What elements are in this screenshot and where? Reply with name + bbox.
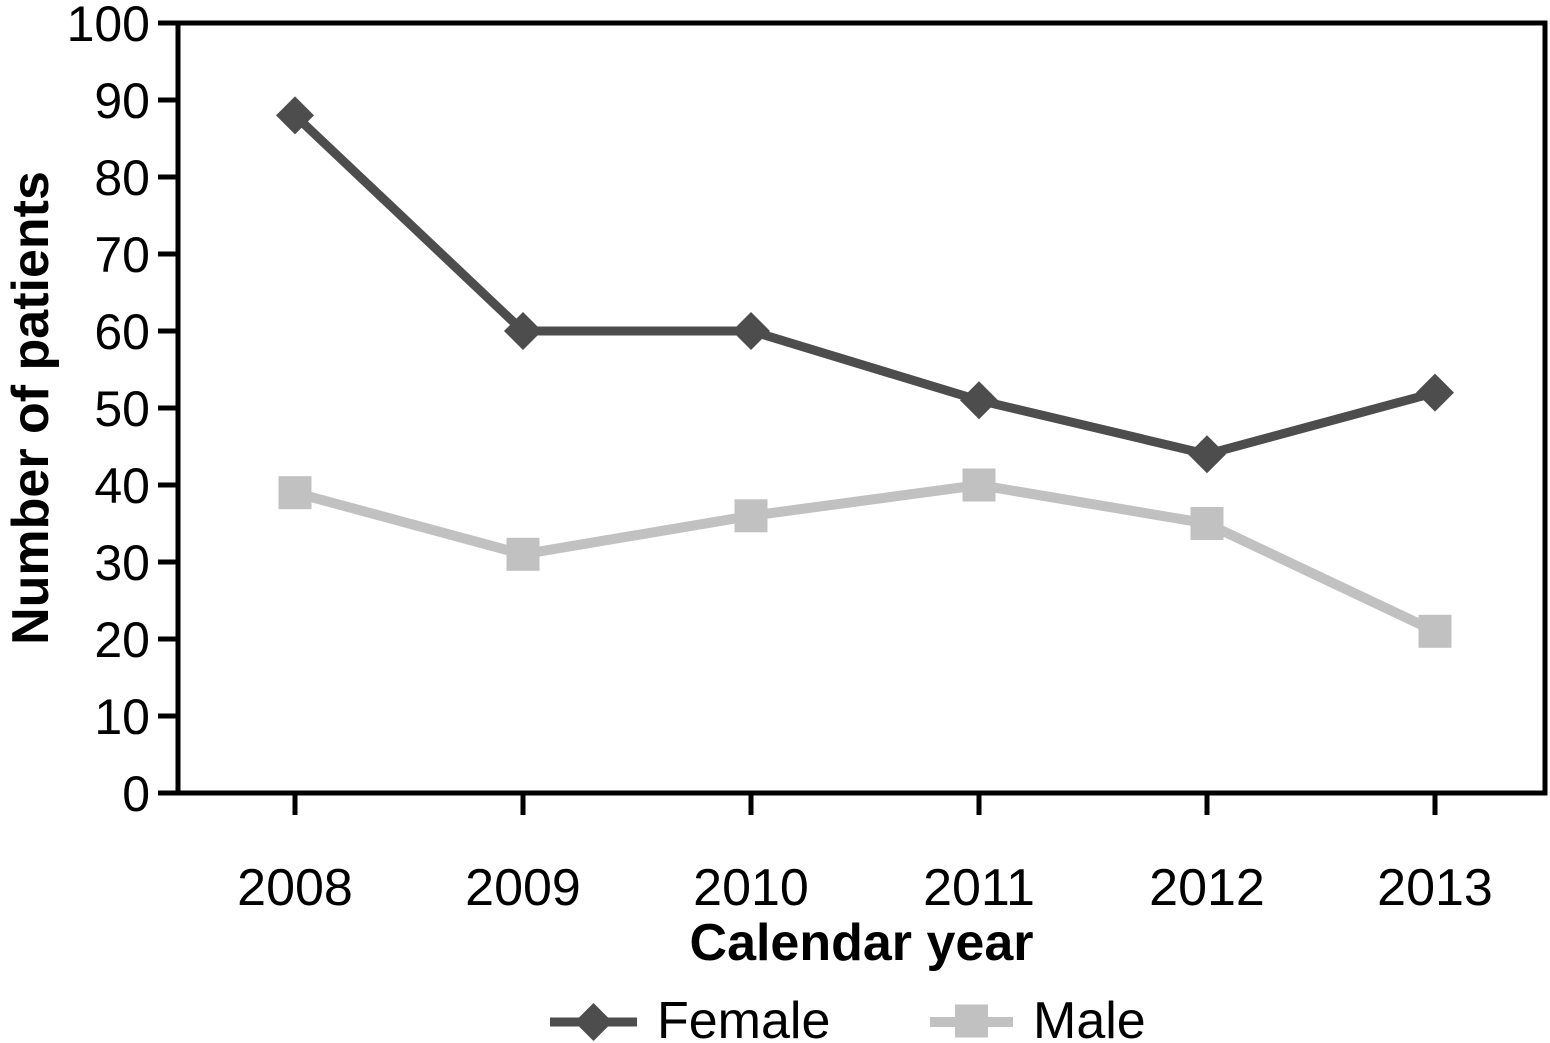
legend-diamond-icon xyxy=(574,1003,613,1041)
series-female-marker-2013 xyxy=(1416,373,1454,412)
x-axis-tick-label: 2013 xyxy=(1377,859,1493,917)
series-female-marker-2008 xyxy=(276,96,314,135)
y-axis-tick-label: 20 xyxy=(94,612,150,668)
x-axis-tick-label: 2009 xyxy=(465,859,581,917)
x-axis-tick-label: 2008 xyxy=(237,859,353,917)
series-female-line xyxy=(291,112,1437,459)
y-axis-tick-label: 0 xyxy=(122,766,150,822)
y-axis-tick-label: 40 xyxy=(94,458,150,514)
x-axis-tick-label: 2012 xyxy=(1149,859,1265,917)
series-male-marker-2011 xyxy=(962,468,996,502)
y-axis-tick-label: 100 xyxy=(67,0,150,52)
series-female-marker-2012 xyxy=(1188,435,1226,474)
series-male-marker-2008 xyxy=(278,476,312,510)
series-female-marker-2009 xyxy=(504,312,542,350)
legend-label-female: Female xyxy=(657,992,830,1043)
legend-square-icon xyxy=(955,1004,988,1038)
series-male-marker-2010 xyxy=(734,499,768,533)
y-axis-tick-label: 70 xyxy=(94,227,150,283)
series-female-marker-2010 xyxy=(732,312,770,350)
series-male-line xyxy=(293,479,1438,636)
series-female-marker-2011 xyxy=(960,381,998,420)
y-axis-tick-label: 60 xyxy=(94,304,150,360)
x-axis-title: Calendar year xyxy=(690,914,1034,972)
series-male-marker-2013 xyxy=(1418,614,1452,648)
y-axis-tick-label: 50 xyxy=(94,381,150,437)
y-axis-tick-label: 90 xyxy=(94,73,150,129)
legend-label-male: Male xyxy=(1033,992,1146,1043)
series-male-marker-2012 xyxy=(1190,507,1224,540)
legend-item-male: Male xyxy=(930,992,1146,1043)
x-axis-tick-label: 2010 xyxy=(693,859,809,917)
y-axis-tick-label: 10 xyxy=(94,689,150,745)
y-axis-title: Number of patients xyxy=(2,171,60,645)
legend-item-female: Female xyxy=(550,992,830,1043)
y-axis-tick-label: 80 xyxy=(94,150,150,206)
series-male-marker-2009 xyxy=(506,537,540,571)
x-axis-tick-label: 2011 xyxy=(923,859,1035,917)
y-axis-tick-label: 30 xyxy=(94,535,150,591)
